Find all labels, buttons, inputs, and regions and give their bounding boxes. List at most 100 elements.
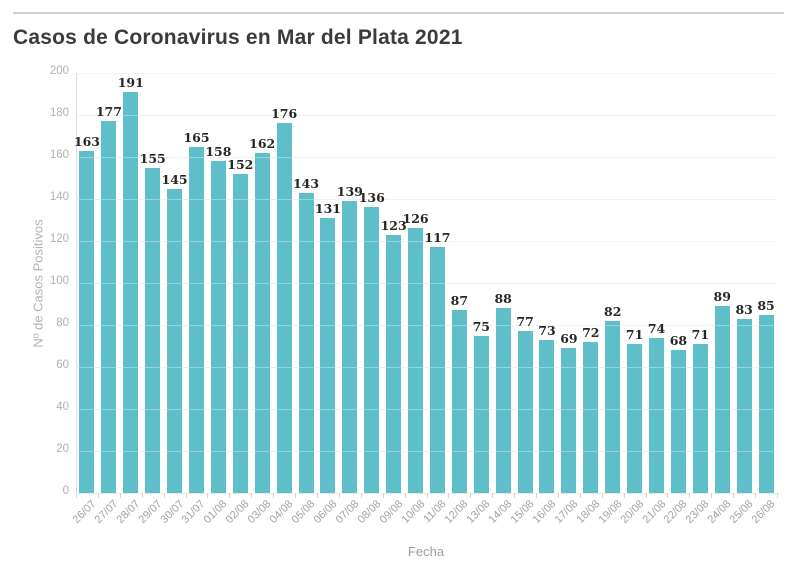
y-gridline <box>76 73 777 74</box>
x-tick-mark <box>404 493 406 498</box>
bar[interactable] <box>451 310 467 493</box>
bar-value-label: 85 <box>757 297 775 313</box>
bar[interactable] <box>473 335 489 493</box>
y-gridline-overlay <box>76 367 777 368</box>
bar[interactable] <box>276 123 292 493</box>
x-tick-mark <box>163 493 165 498</box>
bar-value-label: 177 <box>95 104 122 120</box>
bar[interactable] <box>342 201 358 493</box>
bar[interactable] <box>714 306 730 493</box>
y-gridline <box>76 325 777 326</box>
bar[interactable] <box>561 348 577 493</box>
x-tick-mark <box>623 493 625 498</box>
y-gridline <box>76 199 777 200</box>
bar[interactable] <box>429 247 445 493</box>
x-tick-mark <box>229 493 231 498</box>
bar[interactable] <box>408 228 424 493</box>
bar[interactable] <box>758 314 774 493</box>
y-gridline-overlay <box>76 241 777 242</box>
bar[interactable] <box>517 331 533 493</box>
bar[interactable] <box>539 339 555 493</box>
x-tick-mark <box>579 493 581 498</box>
bar[interactable] <box>649 337 665 493</box>
x-tick-mark <box>119 493 121 498</box>
bar[interactable] <box>298 192 314 493</box>
bar-value-label: 117 <box>424 230 451 246</box>
x-tick-mark <box>316 493 318 498</box>
y-gridline-overlay <box>76 325 777 326</box>
bar[interactable] <box>320 217 336 493</box>
y-gridline-overlay <box>76 157 777 158</box>
bar-value-label: 191 <box>117 74 144 90</box>
bar-value-label: 75 <box>472 318 490 334</box>
y-tick-label: 0 <box>62 485 69 497</box>
bar-value-label: 89 <box>713 289 731 305</box>
y-tick-label: 20 <box>56 443 69 455</box>
bar-value-label: 143 <box>292 175 320 191</box>
bar[interactable] <box>254 152 270 493</box>
y-gridline <box>76 115 777 116</box>
x-tick-mark <box>251 493 253 498</box>
bar[interactable] <box>232 173 248 493</box>
x-tick-mark <box>185 493 187 498</box>
bar-value-label: 145 <box>161 171 188 187</box>
bar[interactable] <box>670 350 686 493</box>
y-gridline <box>76 157 777 158</box>
bar[interactable] <box>627 343 643 493</box>
y-tick-label: 180 <box>49 107 69 119</box>
y-gridline-overlay <box>76 199 777 200</box>
x-tick-mark <box>470 493 472 498</box>
y-gridline <box>76 241 777 242</box>
y-gridline <box>76 367 777 368</box>
y-tick-label: 100 <box>49 275 69 287</box>
bar[interactable] <box>495 308 511 493</box>
bar[interactable] <box>210 161 226 493</box>
x-tick-mark <box>601 493 603 498</box>
y-gridline <box>76 409 777 410</box>
bar-value-label: 71 <box>691 326 710 342</box>
x-tick-mark <box>338 493 340 498</box>
x-tick-mark <box>755 493 757 498</box>
bar[interactable] <box>79 150 95 493</box>
bar-value-label: 88 <box>494 291 512 307</box>
bar[interactable] <box>583 341 599 493</box>
x-tick-mark <box>514 493 516 498</box>
bar[interactable] <box>123 91 139 493</box>
x-tick-mark <box>141 493 143 498</box>
y-tick-label: 40 <box>56 401 69 413</box>
bar[interactable] <box>386 234 402 493</box>
x-tick-mark <box>557 493 559 498</box>
bar-value-label: 123 <box>380 217 407 233</box>
bar-value-label: 163 <box>73 133 100 149</box>
bar[interactable] <box>692 343 708 493</box>
x-tick-mark <box>492 493 494 498</box>
bar[interactable] <box>736 318 752 493</box>
y-tick-label: 80 <box>56 317 69 329</box>
y-tick-label: 140 <box>49 191 69 203</box>
x-tick-mark <box>711 493 713 498</box>
y-tick-label: 120 <box>49 233 69 245</box>
bar-value-label: 68 <box>669 333 688 349</box>
bar-value-label: 155 <box>139 150 166 166</box>
bar-value-label: 176 <box>271 106 298 122</box>
x-tick-mark <box>733 493 735 498</box>
bar-value-label: 82 <box>604 303 622 319</box>
bar[interactable] <box>167 188 183 493</box>
y-gridline-overlay <box>76 409 777 410</box>
x-tick-mark <box>777 493 778 498</box>
x-tick-mark <box>536 493 538 498</box>
bar-value-label: 165 <box>183 129 210 145</box>
bar[interactable] <box>145 167 161 493</box>
x-tick-mark <box>667 493 669 498</box>
x-tick-mark <box>448 493 450 498</box>
y-gridline-overlay <box>76 283 777 284</box>
bar[interactable] <box>364 207 380 493</box>
bar[interactable] <box>101 121 117 493</box>
x-tick-mark <box>689 493 691 498</box>
x-tick-mark <box>360 493 362 498</box>
bar-value-label: 72 <box>582 324 600 340</box>
bar[interactable] <box>188 146 204 493</box>
bar[interactable] <box>605 320 621 493</box>
bar-value-label: 77 <box>516 314 534 330</box>
